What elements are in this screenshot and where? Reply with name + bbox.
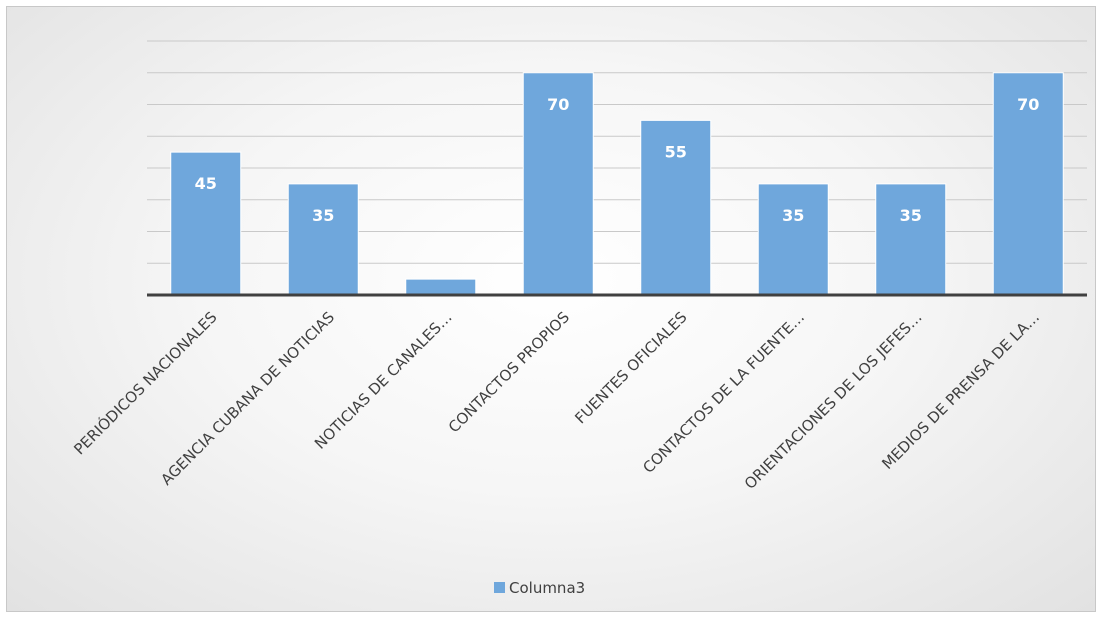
data-label: 35 — [900, 206, 922, 225]
bar — [522, 72, 594, 296]
legend-swatch — [494, 582, 505, 593]
legend: Columna3 — [494, 579, 585, 597]
data-label: 35 — [782, 206, 804, 225]
data-label: 70 — [547, 95, 569, 114]
category-label: NOTICIAS DE CANALES… — [311, 308, 456, 453]
data-label: 55 — [665, 142, 687, 161]
bars — [170, 72, 1064, 296]
data-label: 45 — [195, 174, 217, 193]
bar — [992, 72, 1064, 296]
category-label: FUENTES OFICIALES — [571, 308, 690, 427]
category-label: CONTACTOS PROPIOS — [445, 308, 573, 436]
bar — [875, 183, 947, 296]
bar — [170, 151, 242, 296]
bar — [757, 183, 829, 296]
bar — [640, 119, 712, 296]
data-label: 35 — [312, 206, 334, 225]
legend-label: Columna3 — [509, 579, 585, 597]
data-label: 70 — [1017, 95, 1039, 114]
bar — [287, 183, 359, 296]
data-labels: 45 35 70 55 35 35 70 — [195, 95, 1040, 225]
bar — [405, 278, 477, 296]
